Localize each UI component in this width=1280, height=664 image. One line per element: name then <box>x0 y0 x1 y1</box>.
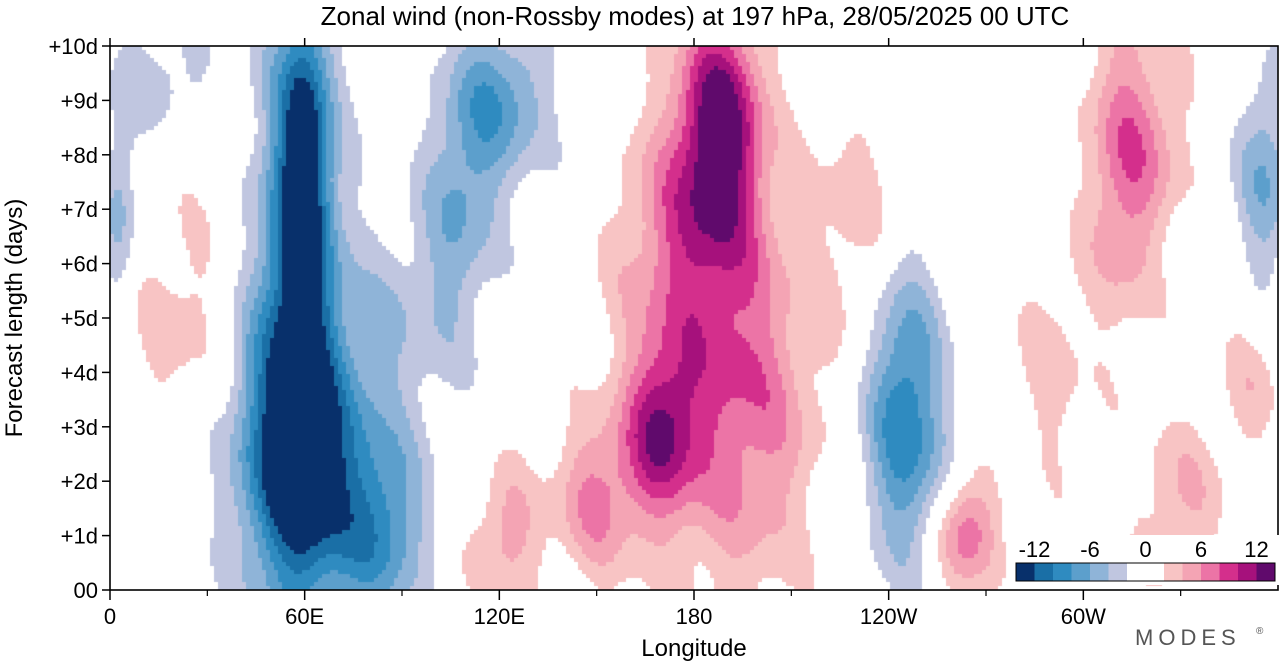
x-tick-label: 180 <box>676 604 713 629</box>
colorbar-swatch <box>1053 563 1072 581</box>
colorbar-label: 6 <box>1195 537 1207 562</box>
y-tick-label: +2d <box>61 469 98 494</box>
y-tick-label: +9d <box>61 88 98 113</box>
colorbar-swatch <box>1108 563 1128 581</box>
colorbar-swatch <box>1127 563 1146 581</box>
y-tick-label: +4d <box>61 360 98 385</box>
y-tick-label: +8d <box>61 143 98 168</box>
colorbar-swatch <box>1034 563 1054 581</box>
y-axis-label: Forecast length (days) <box>1 199 28 438</box>
colorbar-swatch <box>1238 563 1257 581</box>
wind-field-image <box>110 46 1278 590</box>
colorbar: -12 -6 0 6 12 <box>1012 535 1279 585</box>
y-tick-label: +6d <box>61 252 98 277</box>
colorbar-swatch <box>1219 563 1239 581</box>
colorbar-label: 0 <box>1139 537 1151 562</box>
logo-registered-mark: ® <box>1256 626 1264 637</box>
colorbar-swatch <box>1164 563 1183 581</box>
chart-title: Zonal wind (non-Rossby modes) at 197 hPa… <box>321 1 1070 31</box>
x-tick-label: 120W <box>860 604 918 629</box>
colorbar-swatch <box>1201 563 1220 581</box>
modes-logo: MODES ® <box>1135 625 1264 650</box>
logo-text: MODES <box>1135 625 1241 650</box>
colorbar-frame <box>1015 562 1276 582</box>
x-axis-ticks: 0 60E 120E 180 120W 60W <box>104 38 1182 629</box>
x-tick-label: 120E <box>474 604 525 629</box>
colorbar-swatch <box>1182 563 1202 581</box>
x-tick-label: 60W <box>1061 604 1106 629</box>
colorbar-swatch <box>1071 563 1091 581</box>
colorbar-swatch <box>1256 563 1276 581</box>
y-tick-label: +7d <box>61 197 98 222</box>
y-tick-label: +3d <box>61 415 98 440</box>
y-tick-label: +1d <box>61 524 98 549</box>
y-tick-label: +10d <box>48 34 98 59</box>
colorbar-label: -12 <box>1019 537 1051 562</box>
y-tick-label: 00 <box>74 578 98 603</box>
colorbar-swatch <box>1016 563 1035 581</box>
x-tick-label: 60E <box>285 604 324 629</box>
colorbar-swatch <box>1090 563 1109 581</box>
x-tick-label: 0 <box>104 604 116 629</box>
x-axis-label: Longitude <box>641 635 746 662</box>
colorbar-swatch <box>1145 563 1165 581</box>
colorbar-label: 12 <box>1244 537 1268 562</box>
y-axis-ticks: 00 +1d +2d +3d +4d +5d +6d +7d +8d +9d +10d <box>48 34 110 603</box>
wind-field-heatmap <box>110 46 1278 590</box>
y-tick-label: +5d <box>61 306 98 331</box>
colorbar-label: -6 <box>1080 537 1100 562</box>
